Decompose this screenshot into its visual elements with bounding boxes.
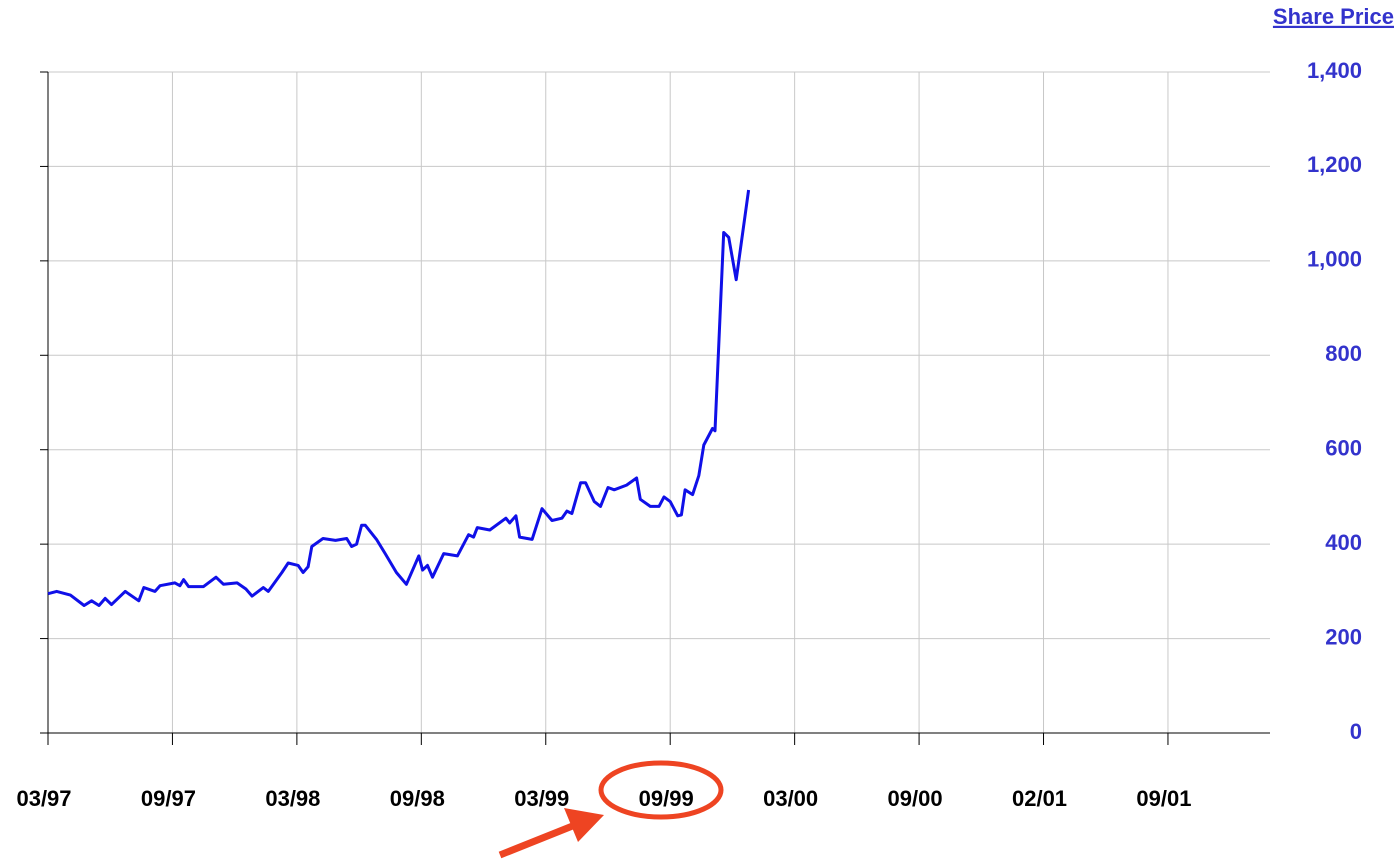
x-tick-label: 03/99 — [514, 786, 569, 811]
x-tick-label: 09/00 — [888, 786, 943, 811]
x-tick-label: 02/01 — [1012, 786, 1067, 811]
y-tick-label: 1,000 — [1307, 247, 1362, 272]
x-tick-label: 09/98 — [390, 786, 445, 811]
x-tick-label: 03/00 — [763, 786, 818, 811]
x-tick-label: 03/97 — [16, 786, 71, 811]
highlight-circle — [598, 760, 724, 820]
chart-title[interactable]: Share Price — [1273, 4, 1394, 29]
y-tick-label: 200 — [1325, 624, 1362, 649]
y-tick-label: 1,200 — [1307, 152, 1362, 177]
price-line — [47, 189, 751, 607]
y-tick-label: 800 — [1325, 341, 1362, 366]
y-tick-label: 0 — [1350, 719, 1362, 744]
arrow-head — [564, 808, 604, 842]
x-tick-label: 09/01 — [1136, 786, 1191, 811]
x-tick-label: 03/98 — [265, 786, 320, 811]
y-tick-label: 600 — [1325, 436, 1362, 461]
arrow-shaft — [498, 821, 577, 859]
x-tick-label: 09/99 — [639, 786, 694, 811]
y-tick-label: 400 — [1325, 530, 1362, 555]
x-tick-label: 09/97 — [141, 786, 196, 811]
y-tick-label: 1,400 — [1307, 58, 1362, 83]
